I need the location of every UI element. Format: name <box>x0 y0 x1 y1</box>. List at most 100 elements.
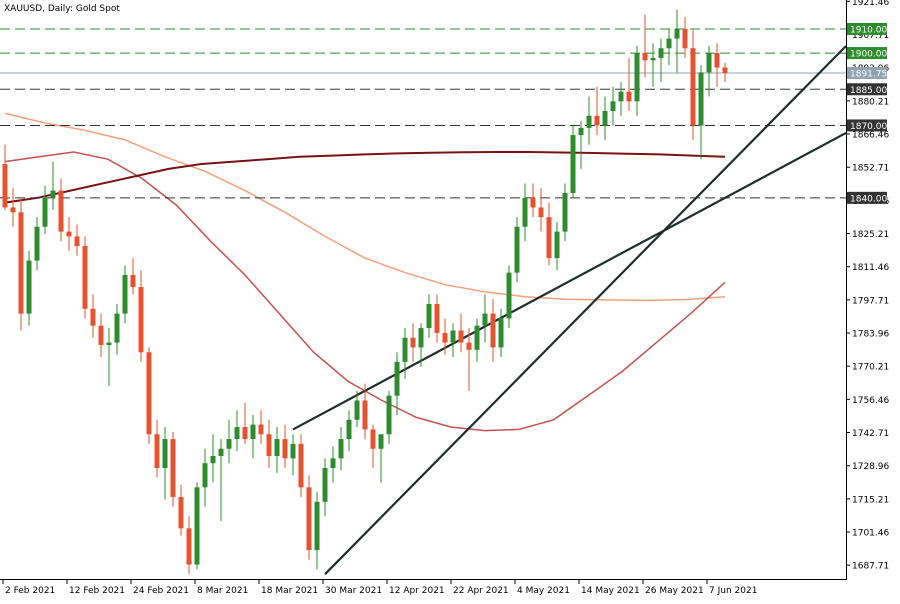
candle-body <box>2 164 8 208</box>
candle-body <box>50 190 56 198</box>
candle <box>138 270 144 362</box>
candle <box>514 217 520 283</box>
candle-body <box>386 395 392 435</box>
candle <box>50 161 56 210</box>
x-tick-label: 24 Feb 2021 <box>133 586 189 596</box>
x-tick-label: 26 May 2021 <box>645 586 704 596</box>
candle-body <box>434 303 440 333</box>
candle <box>618 82 624 116</box>
candle <box>562 183 568 242</box>
candle-body <box>482 313 488 326</box>
candle-body <box>114 313 120 343</box>
candle <box>202 448 208 507</box>
candle <box>642 14 648 78</box>
x-tick-label: 8 Mar 2021 <box>197 586 248 596</box>
candle-body <box>618 91 624 102</box>
candle <box>154 419 160 478</box>
candle <box>474 318 480 362</box>
candle-body <box>610 101 616 111</box>
x-tick-label: 30 Mar 2021 <box>325 586 382 596</box>
candle-body <box>706 53 712 73</box>
candle <box>490 299 496 362</box>
candle-body <box>314 501 320 551</box>
candle-body <box>394 361 400 396</box>
candle-body <box>138 287 144 353</box>
candle-body <box>258 424 264 435</box>
candle-body <box>90 308 96 326</box>
candle-body <box>578 127 584 136</box>
candle-body <box>122 275 128 314</box>
candle <box>218 439 224 522</box>
candle-body <box>514 226 520 273</box>
y-tick-label: 1742.71 <box>852 429 889 439</box>
candle <box>26 250 32 326</box>
candle-body <box>562 193 568 232</box>
x-tick-label: 12 Apr 2021 <box>389 586 445 596</box>
candle-body <box>354 400 360 420</box>
candle <box>714 43 720 87</box>
candle-body <box>602 110 608 126</box>
candle-body <box>642 53 648 61</box>
candle-body <box>346 419 352 440</box>
candle <box>482 294 488 343</box>
candle <box>162 427 168 500</box>
candle-body <box>250 424 256 440</box>
y-tick-label: 1825.21 <box>852 230 889 240</box>
candle-body <box>290 443 296 459</box>
candle-body <box>546 217 552 259</box>
y-tick-label: 1852.71 <box>852 164 889 174</box>
candle <box>170 431 176 507</box>
candle-body <box>442 332 448 343</box>
candle-body <box>218 448 224 456</box>
candle-body <box>266 434 272 456</box>
candle-body <box>66 231 72 237</box>
candle-body <box>466 342 472 350</box>
candle <box>306 475 312 560</box>
candle <box>362 383 368 440</box>
level-price-label: 1870.00 <box>847 119 887 132</box>
y-tick-label: 1811.46 <box>852 263 889 273</box>
candle-body <box>194 487 200 565</box>
candle-body <box>370 429 376 449</box>
candle-body <box>634 53 640 102</box>
moving-average-long <box>4 151 726 204</box>
y-tick-label: 1701.46 <box>852 529 889 539</box>
candle-body <box>306 487 312 551</box>
candle-body <box>298 443 304 488</box>
candle-body <box>682 28 688 49</box>
candle-body <box>106 342 112 345</box>
candle-body <box>594 115 600 126</box>
candle-body <box>282 439 288 459</box>
candle-body <box>242 427 248 440</box>
candle-body <box>666 38 672 49</box>
candle <box>658 38 664 83</box>
y-tick-label: 1687.71 <box>852 562 889 572</box>
candle-body <box>98 325 104 345</box>
candle <box>274 427 280 473</box>
candle <box>386 390 392 444</box>
level-label-text: 1885.00 <box>850 86 887 96</box>
chart-title: XAUUSD, Daily: Gold Spot <box>4 4 120 14</box>
x-tick-label: 7 Jun 2021 <box>709 586 757 596</box>
level-label-text: 1910.00 <box>850 25 887 35</box>
candle-body <box>490 313 496 348</box>
candle <box>506 265 512 329</box>
candle <box>626 57 632 111</box>
candle-body <box>130 275 136 288</box>
candle <box>290 434 296 476</box>
candle-body <box>154 434 160 469</box>
candle <box>434 294 440 343</box>
candle-body <box>674 28 680 39</box>
candle-body <box>274 439 280 456</box>
candle-body <box>474 325 480 350</box>
candle <box>178 484 184 536</box>
candle <box>538 188 544 232</box>
candle-body <box>586 115 592 128</box>
candle <box>466 328 472 391</box>
candle-body <box>698 72 704 126</box>
candle <box>410 323 416 362</box>
candle-body <box>82 246 88 309</box>
candle-body <box>450 330 456 343</box>
candle <box>426 294 432 338</box>
